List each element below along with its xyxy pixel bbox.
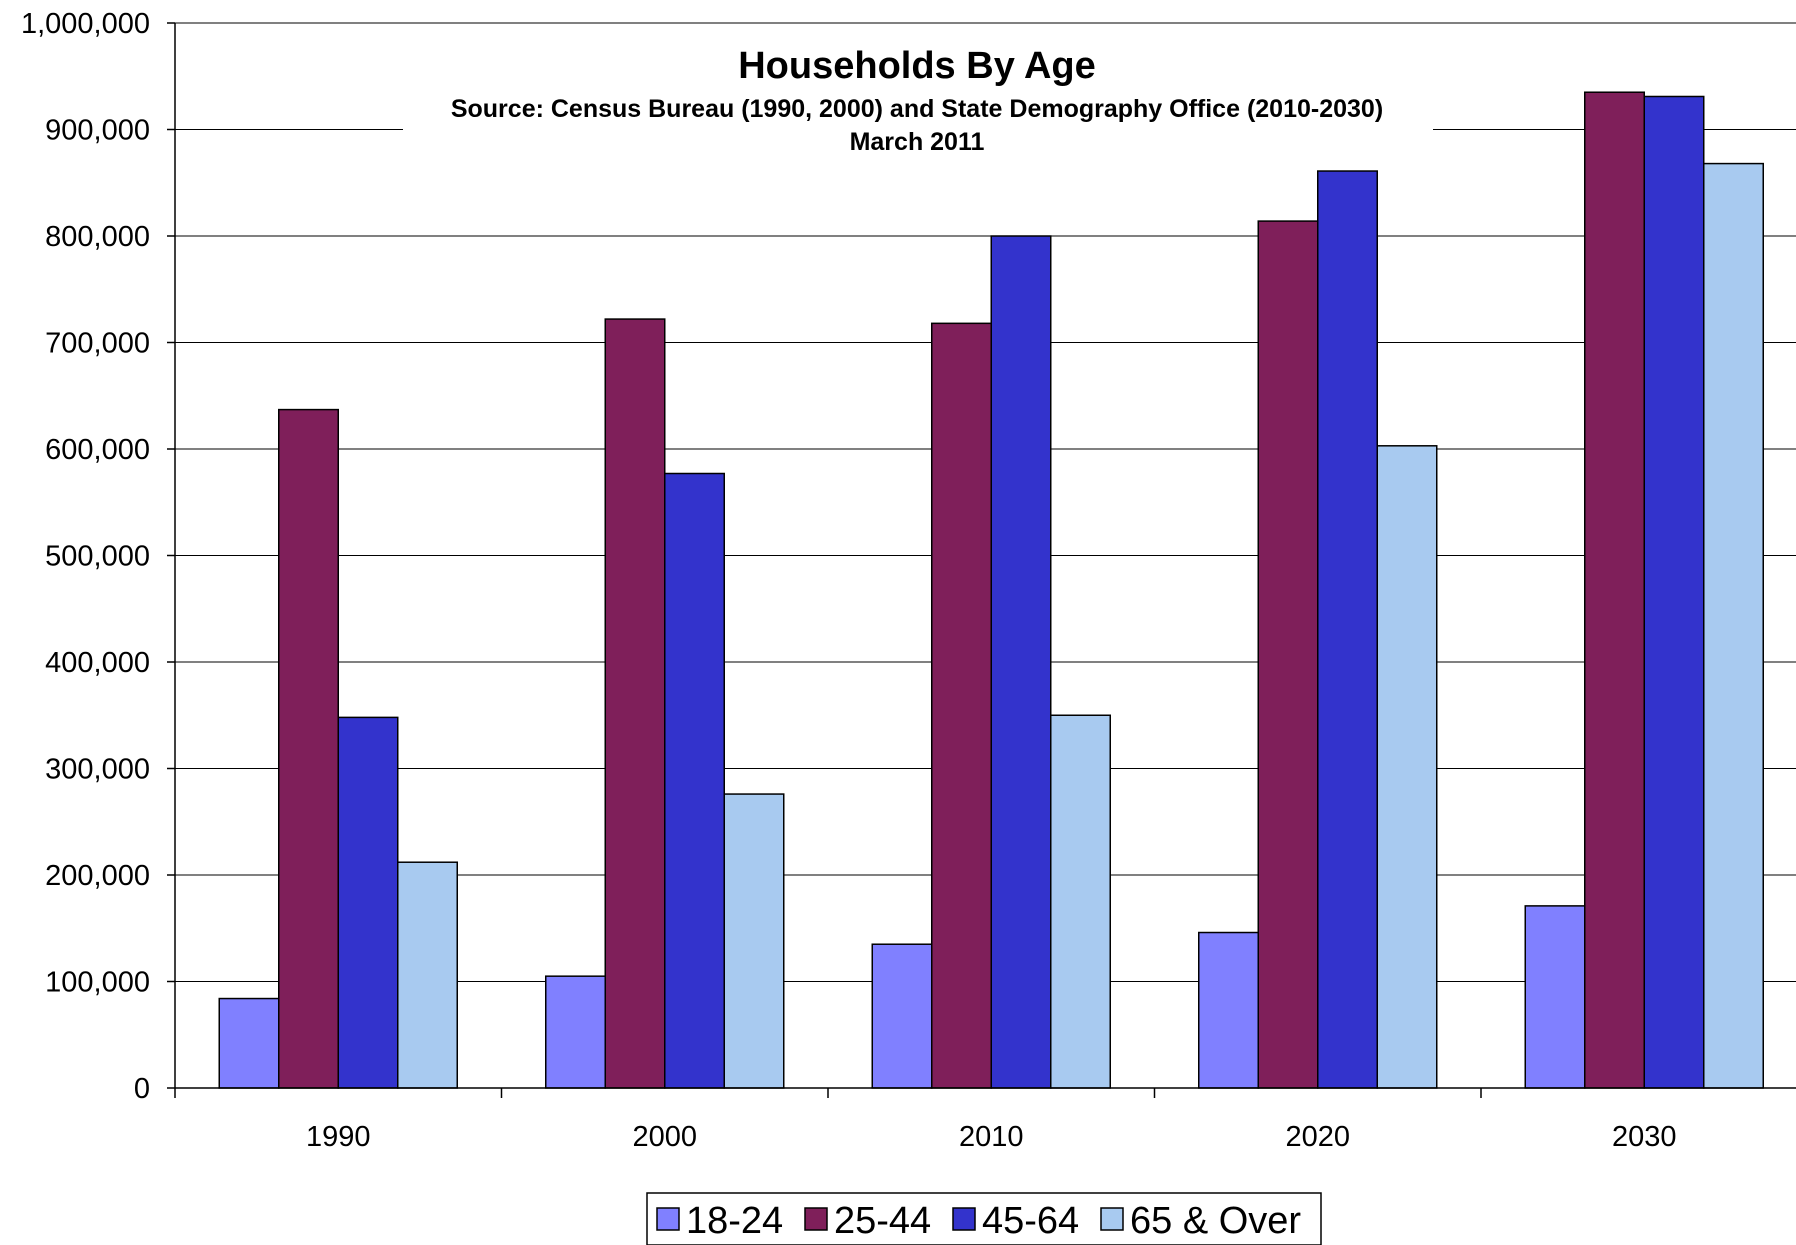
bar-18-24-1990: [218, 997, 280, 1089]
chart-subtitle-date: March 2011: [850, 128, 985, 156]
y-tick-label: 200,000: [45, 860, 150, 892]
bars: [218, 91, 1764, 1089]
x-tick-label: 1990: [306, 1121, 371, 1153]
bar-65-over-1990: [397, 861, 458, 1089]
x-tick-label: 2000: [632, 1121, 697, 1153]
legend-swatch: [656, 1207, 680, 1231]
bar-45-64-2000: [664, 472, 725, 1089]
x-tick-label: 2020: [1285, 1121, 1350, 1153]
bar-65-over-2020: [1376, 445, 1438, 1089]
bar-18-24-2000: [545, 975, 606, 1089]
y-tick-labels: 0 100,000 200,000 300,000 400,000 500,000 600,…: [21, 8, 175, 1105]
legend: 18-24 25-44 45-64 65 & Over: [646, 1192, 1322, 1245]
bar-18-24-2030: [1524, 905, 1586, 1089]
bar-45-64-2030: [1643, 95, 1705, 1089]
bar-45-64-2010: [990, 235, 1052, 1089]
bar-25-44-2030: [1584, 91, 1645, 1089]
x-tick-label: 2010: [959, 1121, 1024, 1153]
legend-swatch: [952, 1207, 976, 1231]
bar-18-24-2010: [871, 943, 933, 1089]
legend-label: 25-44: [834, 1200, 931, 1242]
chart-subtitle: Source: Census Bureau (1990, 2000) and S…: [451, 95, 1383, 123]
y-tick-label: 300,000: [45, 754, 150, 786]
legend-box: [646, 1192, 1322, 1245]
bar-65-over-2010: [1050, 714, 1111, 1089]
y-tick-label: 900,000: [45, 115, 150, 147]
x-tick-label: 2030: [1612, 1121, 1677, 1153]
x-tick-labels: 1990 2000 2010 2020 2030: [174, 1088, 1677, 1153]
bar-25-44-2020: [1257, 220, 1319, 1089]
bar-65-over-2000: [723, 793, 785, 1089]
legend-label: 18-24: [686, 1200, 783, 1242]
legend-label: 65 & Over: [1130, 1200, 1301, 1242]
title-background: [403, 46, 1433, 162]
legend-swatch: [1100, 1207, 1124, 1231]
bar-18-24-2020: [1198, 931, 1259, 1089]
y-tick-label: 600,000: [45, 434, 150, 466]
y-tick-label: 0: [134, 1073, 150, 1105]
y-tick-label: 1,000,000: [21, 8, 150, 40]
bar-25-44-1990: [278, 408, 339, 1089]
bar-45-64-2020: [1317, 170, 1378, 1089]
bar-65-over-2030: [1703, 162, 1764, 1089]
y-tick-label: 800,000: [45, 221, 150, 253]
legend-swatch: [804, 1207, 828, 1231]
y-tick-label: 400,000: [45, 647, 150, 679]
y-tick-label: 700,000: [45, 328, 150, 360]
bar-25-44-2000: [604, 318, 666, 1089]
y-tick-label: 100,000: [45, 967, 150, 999]
bar-25-44-2010: [931, 322, 992, 1089]
y-tick-label: 500,000: [45, 541, 150, 573]
bar-45-64-1990: [337, 716, 399, 1089]
chart-title: Households By Age: [738, 45, 1096, 87]
legend-label: 45-64: [982, 1200, 1079, 1242]
